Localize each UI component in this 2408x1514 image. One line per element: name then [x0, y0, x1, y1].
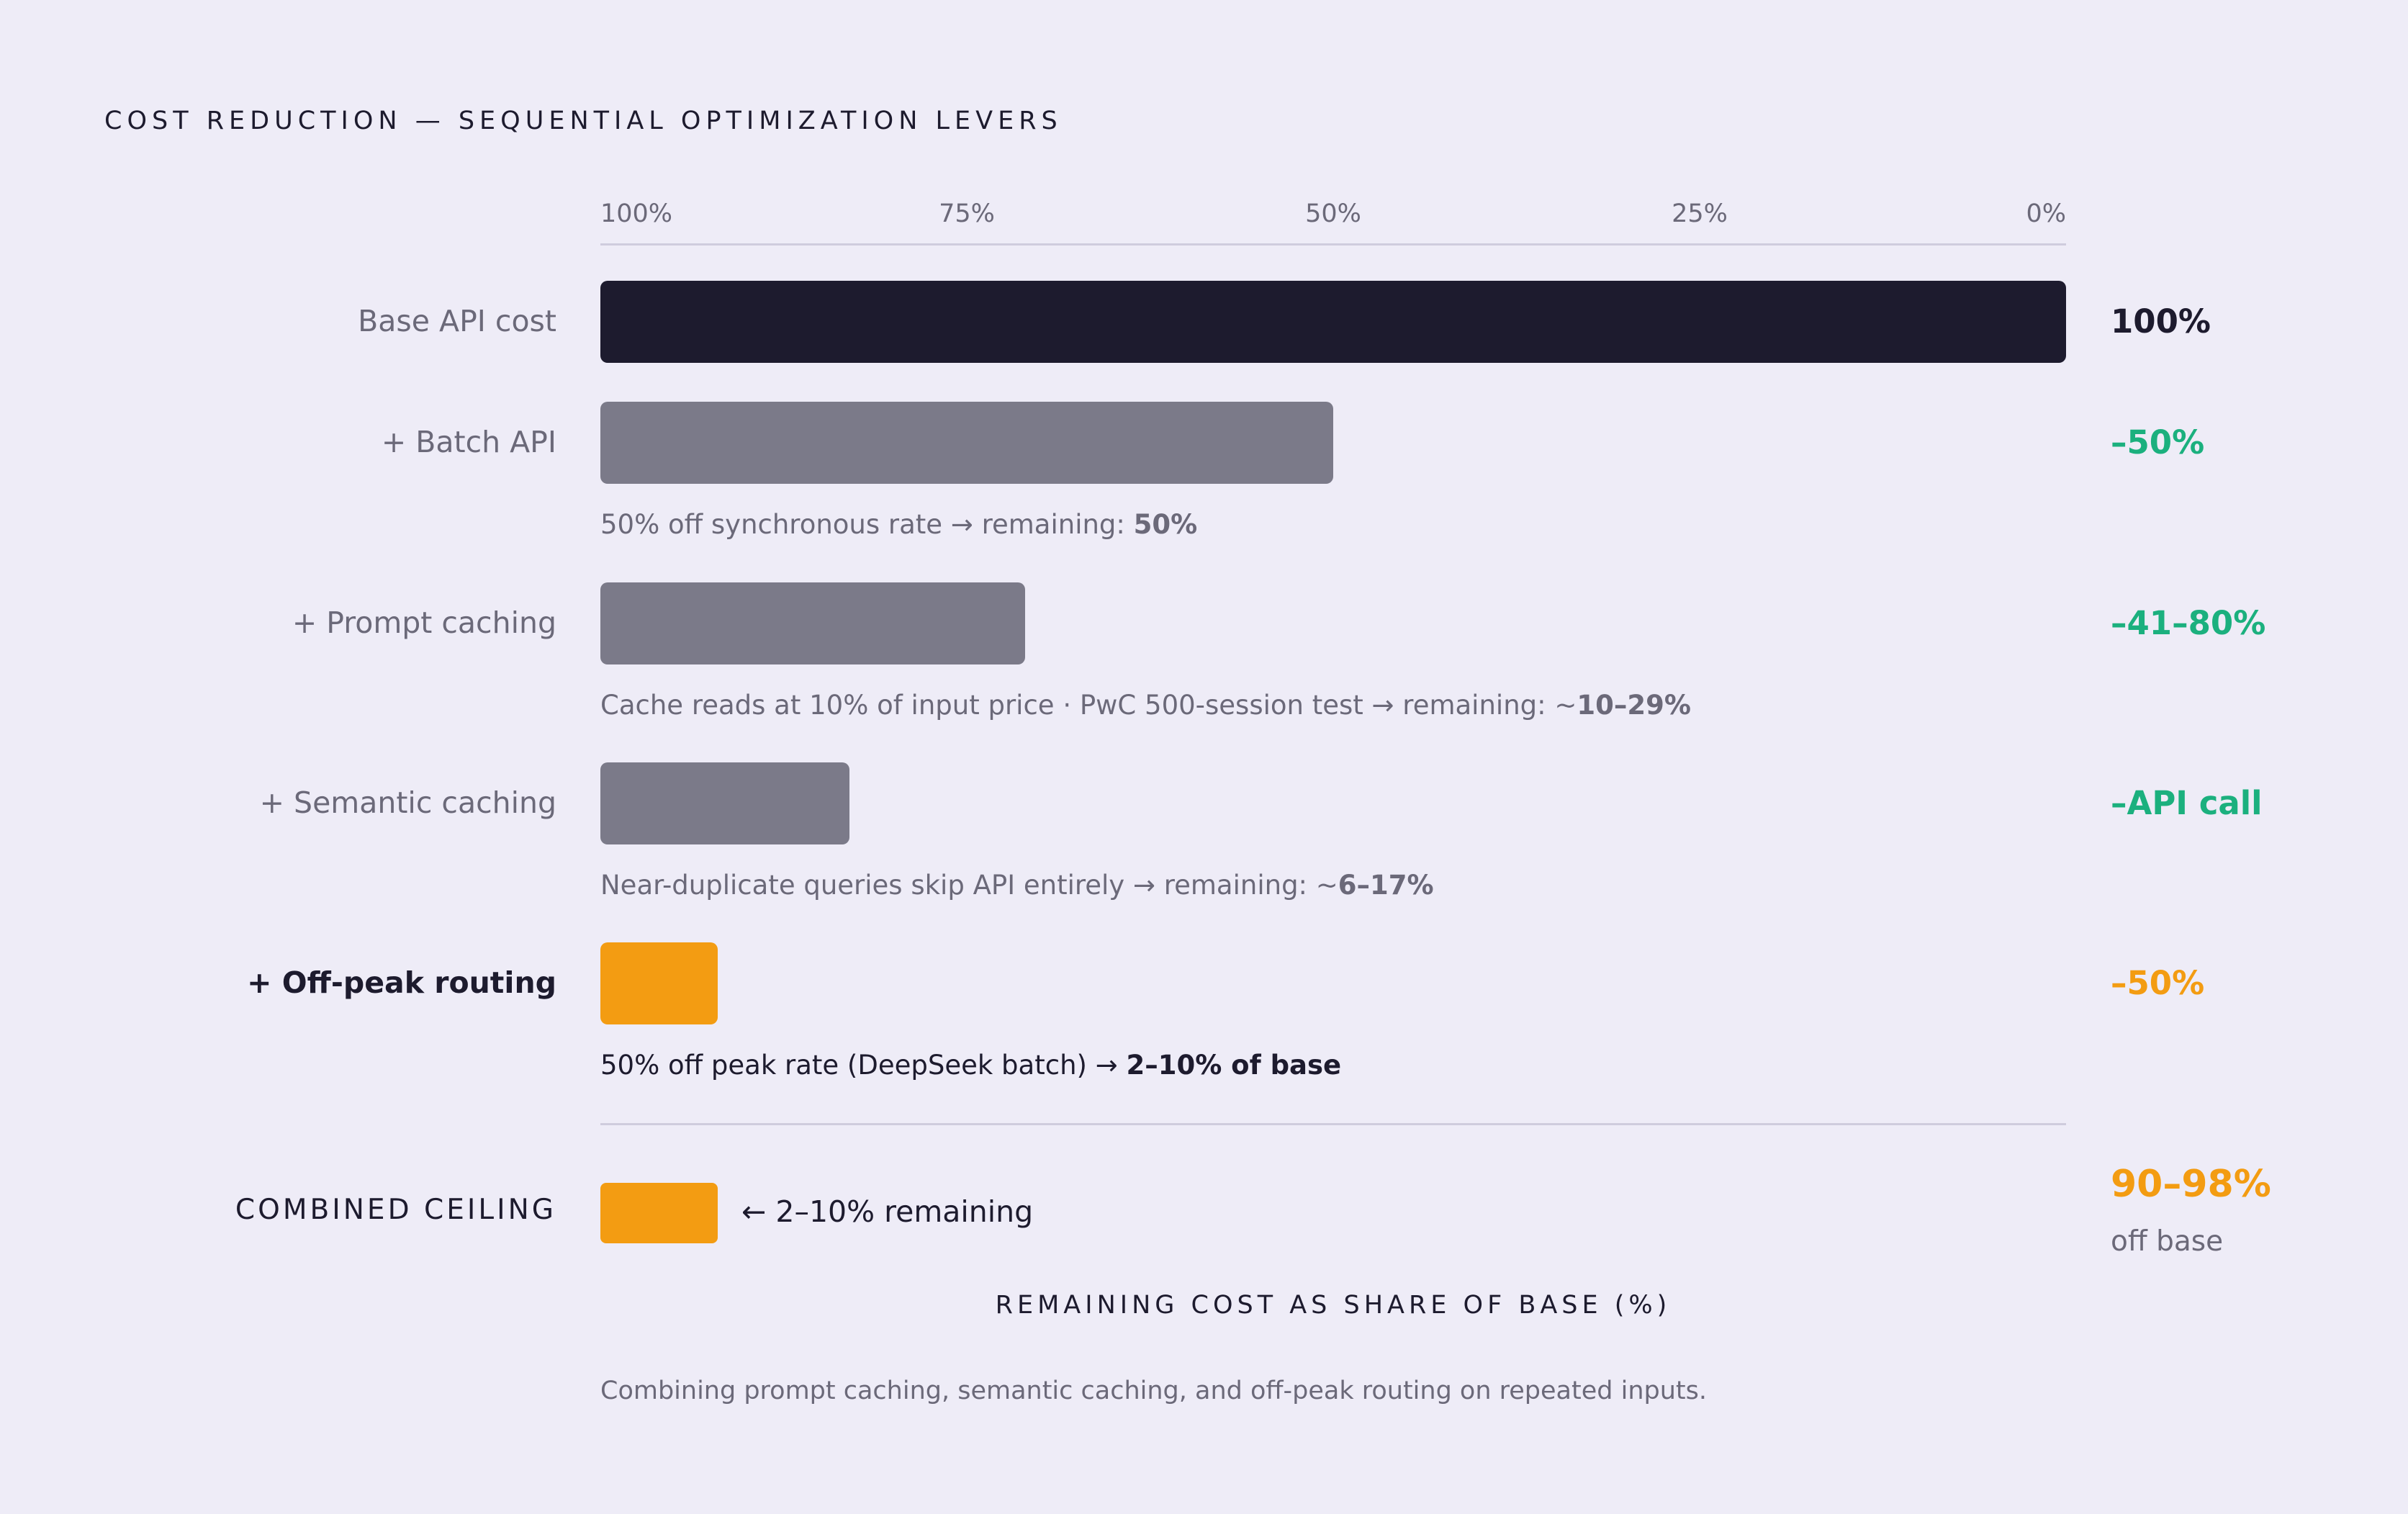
- bar-label: + Semantic caching: [259, 785, 556, 820]
- combined-reduction: 90–98%: [2111, 1163, 2271, 1206]
- bar: [600, 281, 2066, 363]
- bar-reduction-label: –41–80%: [2111, 604, 2266, 642]
- bar: [600, 582, 1026, 664]
- combined-divider: [600, 1123, 2066, 1125]
- bar-note: Cache reads at 10% of input price · PwC …: [600, 690, 1691, 721]
- x-axis-title: REMAINING COST AS SHARE OF BASE (%): [995, 1291, 1672, 1320]
- bar-note: 50% off synchronous rate → remaining: 50…: [600, 509, 1197, 540]
- x-tick-label: 100%: [600, 199, 673, 228]
- combined-note: ← 2–10% remaining: [741, 1194, 1034, 1229]
- x-tick-label: 50%: [1305, 199, 1361, 228]
- bar-note-value: 2–10% of base: [1126, 1050, 1342, 1081]
- bar-note-value: 6–17%: [1338, 870, 1434, 901]
- bar-reduction-label: 100%: [2111, 302, 2211, 341]
- bar-label: Base API cost: [358, 304, 556, 338]
- bar-label: + Off-peak routing: [247, 965, 556, 1000]
- x-tick-label: 75%: [939, 199, 995, 228]
- bar-note-value: 10–29%: [1577, 690, 1691, 721]
- chart-caption: Combining prompt caching, semantic cachi…: [600, 1376, 1707, 1405]
- bar: [600, 942, 718, 1024]
- x-tick-label: 0%: [2026, 199, 2066, 228]
- combined-bar: [600, 1183, 718, 1243]
- bar-reduction-label: –50%: [2111, 423, 2205, 461]
- x-tick-label: 25%: [1672, 199, 1728, 228]
- bar-note-text: Cache reads at 10% of input price · PwC …: [600, 690, 1577, 721]
- bar-note-text: 50% off peak rate (DeepSeek batch) →: [600, 1050, 1127, 1081]
- bar-label: + Batch API: [381, 425, 556, 459]
- combined-label: COMBINED CEILING: [235, 1194, 556, 1226]
- combined-reduction-sub: off base: [2111, 1225, 2224, 1258]
- bar-reduction-label: –50%: [2111, 964, 2205, 1002]
- bar-label: + Prompt caching: [292, 605, 556, 640]
- bar-note: 50% off peak rate (DeepSeek batch) → 2–1…: [600, 1050, 1341, 1081]
- bar-note: Near-duplicate queries skip API entirely…: [600, 870, 1434, 901]
- bar-note-value: 50%: [1133, 509, 1198, 540]
- bar-note-text: Near-duplicate queries skip API entirely…: [600, 870, 1338, 901]
- bar-reduction-label: –API call: [2111, 784, 2263, 822]
- x-axis-line: [600, 243, 2066, 245]
- bar-note-text: 50% off synchronous rate → remaining:: [600, 509, 1134, 540]
- chart-title: COST REDUCTION — SEQUENTIAL OPTIMIZATION…: [104, 107, 1063, 135]
- bar: [600, 402, 1333, 484]
- bar: [600, 762, 850, 844]
